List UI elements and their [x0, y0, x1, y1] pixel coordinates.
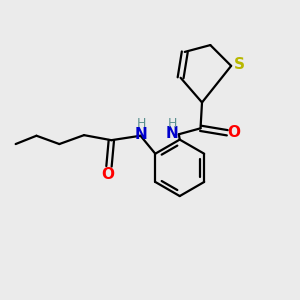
Text: O: O	[228, 125, 241, 140]
Text: N: N	[135, 127, 148, 142]
Text: S: S	[234, 57, 245, 72]
Text: O: O	[102, 167, 115, 182]
Text: N: N	[166, 126, 179, 141]
Text: H: H	[136, 117, 146, 130]
Text: H: H	[168, 117, 177, 130]
